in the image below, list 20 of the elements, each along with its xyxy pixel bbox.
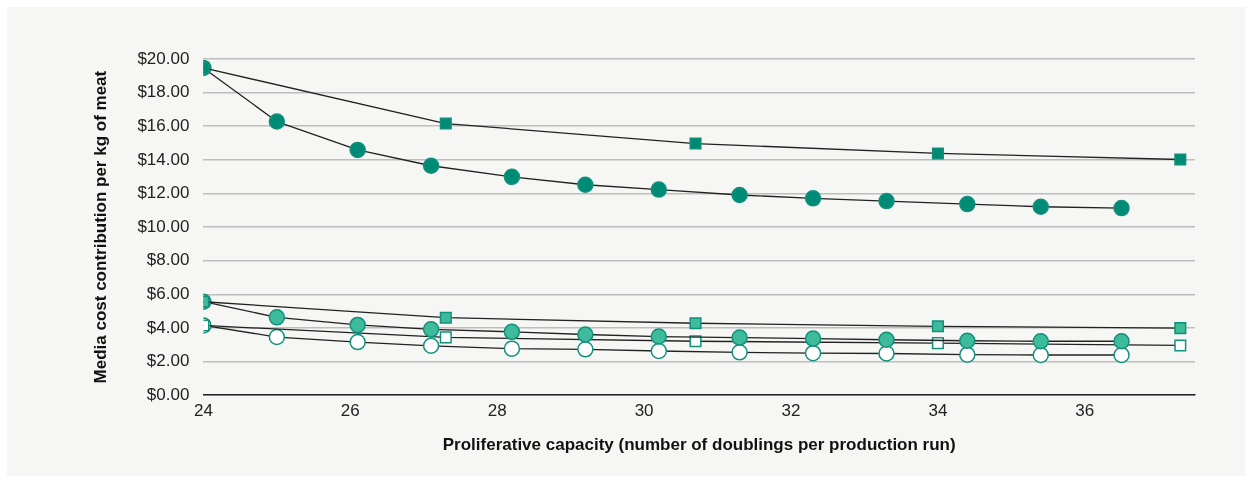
y-tick-label: $18.00 — [137, 82, 190, 102]
y-tick-label: $14.00 — [137, 149, 190, 169]
y-tick-label: $12.00 — [137, 183, 190, 203]
y-tick-label: $2.00 — [146, 351, 190, 371]
y-tick-label: $8.00 — [146, 250, 190, 270]
x-tick-label: 26 — [340, 401, 360, 421]
y-tick-label: $4.00 — [146, 317, 190, 337]
x-tick-label: 30 — [634, 401, 654, 421]
x-tick-label: 24 — [193, 401, 213, 421]
x-axis-title: Proliferative capacity (number of doublings per production run) — [442, 435, 956, 455]
y-tick-label: $0.00 — [146, 384, 190, 404]
x-tick-label: 36 — [1075, 401, 1095, 421]
y-tick-label: $10.00 — [137, 216, 190, 236]
y-axis-title: Media cost contribution per kg of meat — [90, 70, 110, 384]
x-tick-label: 28 — [487, 401, 507, 421]
y-tick-label: $6.00 — [146, 284, 190, 304]
x-tick-label: 32 — [781, 401, 801, 421]
y-tick-label: $16.00 — [137, 115, 190, 135]
x-tick-label: 34 — [928, 401, 948, 421]
y-tick-label: $20.00 — [137, 48, 190, 68]
